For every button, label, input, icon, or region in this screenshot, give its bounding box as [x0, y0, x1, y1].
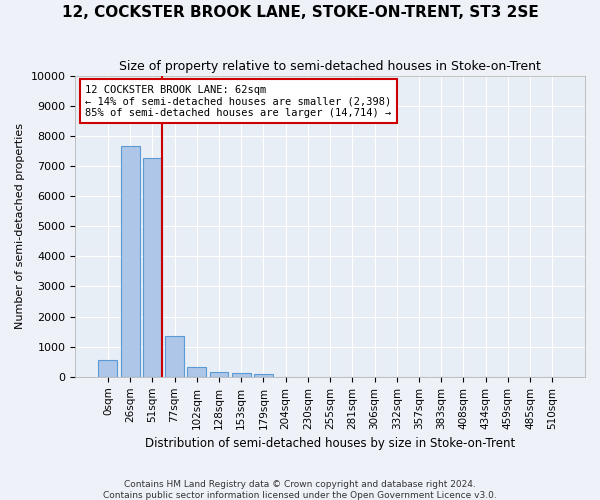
Bar: [143, 158, 162, 377]
Text: 12, COCKSTER BROOK LANE, STOKE-ON-TRENT, ST3 2SE: 12, COCKSTER BROOK LANE, STOKE-ON-TRENT,…: [62, 5, 538, 20]
Bar: [121, 146, 140, 377]
X-axis label: Distribution of semi-detached houses by size in Stoke-on-Trent: Distribution of semi-detached houses by …: [145, 437, 515, 450]
Text: 12 COCKSTER BROOK LANE: 62sqm
← 14% of semi-detached houses are smaller (2,398)
: 12 COCKSTER BROOK LANE: 62sqm ← 14% of s…: [85, 84, 392, 118]
Y-axis label: Number of semi-detached properties: Number of semi-detached properties: [15, 123, 25, 329]
Bar: [254, 374, 273, 377]
Bar: [232, 373, 251, 377]
Title: Size of property relative to semi-detached houses in Stoke-on-Trent: Size of property relative to semi-detach…: [119, 60, 541, 73]
Bar: [187, 368, 206, 377]
Bar: [165, 336, 184, 377]
Text: Contains HM Land Registry data © Crown copyright and database right 2024.
Contai: Contains HM Land Registry data © Crown c…: [103, 480, 497, 500]
Bar: [209, 372, 229, 377]
Bar: [98, 360, 118, 377]
